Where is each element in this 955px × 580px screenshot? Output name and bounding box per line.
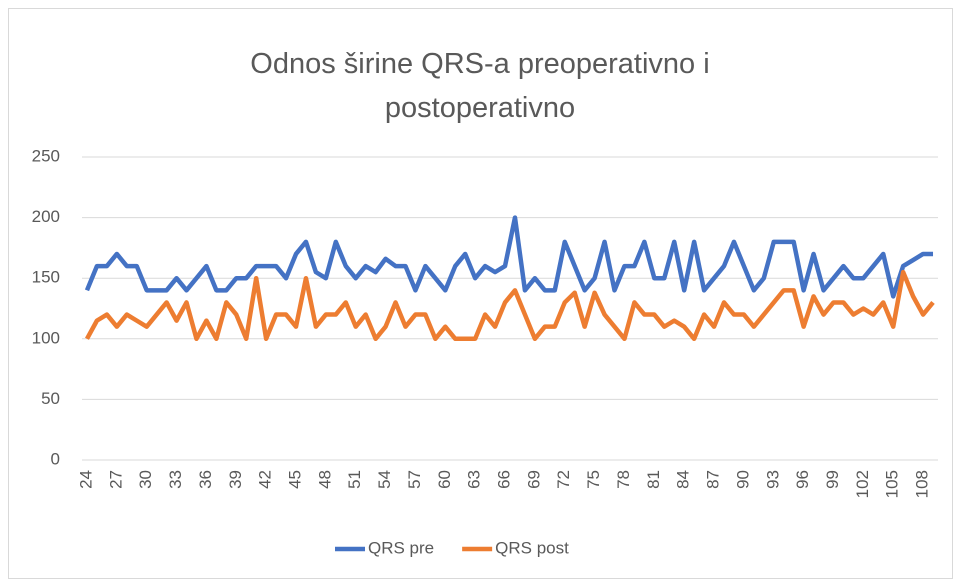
y-tick-label: 250 <box>32 146 60 165</box>
x-tick-label: 63 <box>465 470 484 489</box>
x-tick-label: 24 <box>76 470 95 489</box>
x-tick-label: 90 <box>733 470 752 489</box>
x-tick-label: 99 <box>823 470 842 489</box>
line-series <box>84 215 934 299</box>
x-tick-label: 84 <box>674 470 693 489</box>
x-tick-label: 54 <box>375 470 394 489</box>
x-tick-label: 45 <box>285 470 304 489</box>
y-tick-label: 200 <box>32 207 60 226</box>
x-tick-label: 51 <box>345 470 364 489</box>
legend-label: QRS post <box>495 538 569 557</box>
x-tick-label: 102 <box>853 470 872 498</box>
x-tick-label: 75 <box>584 470 603 489</box>
line-series <box>85 269 935 342</box>
legend-label: QRS pre <box>368 538 434 557</box>
y-tick-label: 0 <box>51 449 60 468</box>
x-tick-label: 33 <box>166 470 185 489</box>
x-tick-label: 87 <box>704 470 723 489</box>
x-tick-label: 69 <box>524 470 543 489</box>
x-tick-label: 96 <box>793 470 812 489</box>
x-tick-label: 66 <box>495 470 514 489</box>
y-tick-label: 150 <box>32 268 60 287</box>
x-tick-label: 81 <box>644 470 663 489</box>
x-tick-label: 30 <box>136 470 155 489</box>
x-tick-label: 36 <box>196 470 215 489</box>
y-tick-label: 100 <box>32 328 60 347</box>
x-tick-label: 42 <box>256 470 275 489</box>
x-tick-label: 78 <box>614 470 633 489</box>
chart-title: Odnos širine QRS-a preoperativno i posto… <box>250 48 710 124</box>
x-tick-label: 60 <box>435 470 454 489</box>
x-tick-label: 105 <box>883 470 902 498</box>
y-tick-label: 50 <box>41 389 60 408</box>
x-tick-label: 27 <box>106 470 125 489</box>
x-tick-label: 72 <box>554 470 573 489</box>
x-tick-label: 48 <box>315 470 334 489</box>
x-tick-label: 57 <box>405 470 424 489</box>
x-tick-label: 39 <box>226 470 245 489</box>
x-tick-label: 93 <box>763 470 782 489</box>
x-tick-label: 108 <box>913 470 932 498</box>
